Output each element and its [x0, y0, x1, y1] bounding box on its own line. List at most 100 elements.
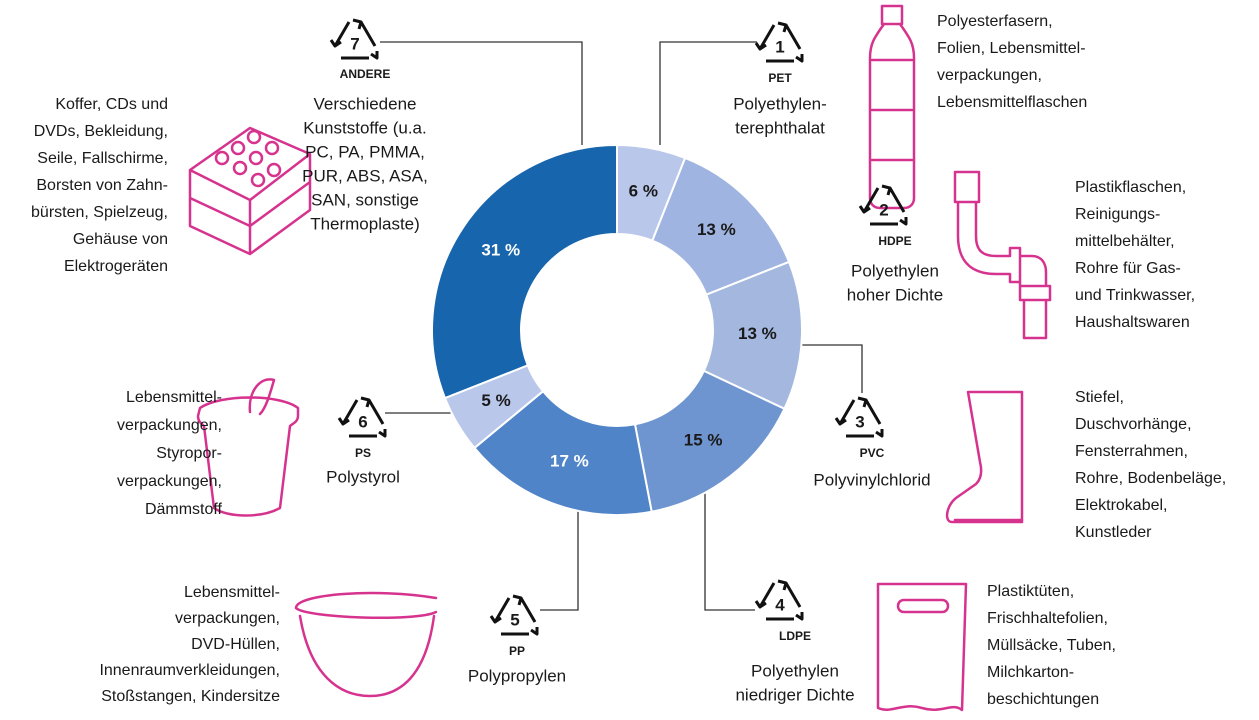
use-text: und Trinkwasser,: [1075, 287, 1195, 304]
value-label: 15 %: [684, 431, 723, 450]
plastic-name: Polyethylen-: [733, 94, 827, 113]
use-text: Duschvorhänge,: [1075, 416, 1192, 433]
abbreviation: LDPE: [779, 629, 811, 643]
use-text: Rohre, Bodenbeläge,: [1075, 470, 1226, 487]
recycling-code: 5: [510, 610, 519, 629]
icons: [188, 4, 1052, 712]
recycling-symbol: [858, 184, 908, 226]
abbreviation: PVC: [860, 446, 885, 460]
value-label: 13 %: [738, 324, 777, 343]
use-text: Fensterrahmen,: [1075, 443, 1188, 460]
recycling-code: 7: [350, 34, 359, 53]
cup-icon: [196, 378, 300, 517]
plastic-name: terephthalat: [735, 118, 825, 137]
brick-studs: [214, 129, 282, 188]
use-text: Plastiktüten,: [987, 583, 1074, 600]
use-text: Milchkarton-: [987, 664, 1074, 681]
recycling-symbol: [834, 396, 884, 438]
value-label: 5 %: [481, 391, 510, 410]
use-text: Elektrokabel,: [1075, 497, 1168, 514]
recycling-code: 1: [775, 37, 784, 56]
plastic-name: Polypropylen: [468, 666, 566, 685]
use-text: beschichtungen: [987, 691, 1099, 708]
use-text: verpackungen,: [117, 473, 222, 490]
plastic-type: 1 PET Polyethylen-terephthalat Polyesterfas…: [659, 13, 1087, 145]
use-text: Lebensmittel-: [126, 389, 222, 406]
recycling-symbol: [329, 18, 379, 60]
value-label: 6 %: [629, 181, 658, 200]
plastic-name: SAN, sonstige: [311, 190, 419, 209]
plastic-name: Polyethylen: [751, 661, 839, 680]
brick-icon: [188, 126, 312, 256]
bag-icon: [876, 582, 968, 712]
use-text: Kunstleder: [1075, 524, 1152, 541]
use-text: verpackungen,: [175, 610, 280, 627]
bottle-icon: [868, 4, 916, 210]
value-label: 31 %: [481, 241, 520, 260]
plastic-name: Thermoplaste): [310, 214, 420, 233]
use-text: Reinigungs-: [1075, 206, 1160, 223]
use-text: Innenraumverkleidungen,: [99, 662, 280, 679]
use-text: Stiefel,: [1075, 389, 1124, 406]
plastic-type: 7 ANDERE Verschiedene Kunststoffe (u.a. PC, …: [31, 18, 583, 275]
leader-line: [380, 41, 583, 145]
recycling-symbol: [489, 594, 539, 636]
leader-line: [659, 41, 757, 145]
use-text: Seile, Fallschirme,: [37, 150, 168, 167]
plastic-name: PC, PA, PMMA,: [305, 142, 425, 161]
use-text: Müllsäcke, Tuben,: [987, 637, 1116, 654]
recycling-code: 2: [879, 200, 888, 219]
plastic-name: Verschiedene: [313, 94, 416, 113]
recycling-code: 4: [775, 595, 785, 614]
use-text: Gehäuse von: [73, 231, 168, 248]
use-text: bürsten, Spielzeug,: [31, 204, 168, 221]
use-text: Borsten von Zahn-: [36, 177, 168, 194]
abbreviation: HDPE: [878, 234, 911, 248]
use-text: Rohre für Gas-: [1075, 260, 1181, 277]
abbreviation: PET: [768, 71, 792, 85]
leader-line: [800, 344, 863, 393]
use-text: Dämmstoff: [145, 501, 223, 518]
recycling-symbol: [754, 579, 804, 621]
use-text: DVDs, Bekleidung,: [34, 123, 168, 140]
donut-segment: [431, 143, 618, 400]
use-text: verpackungen,: [117, 417, 222, 434]
use-text: Plastikflaschen,: [1075, 179, 1186, 196]
plastic-type: 6 PS Polystyrol Lebensmittel-verpackungen, S…: [117, 389, 452, 518]
use-text: Styropor-: [156, 445, 222, 462]
use-text: Stoßstangen, Kindersitze: [101, 688, 280, 705]
use-text: Lebensmittelflaschen: [937, 94, 1087, 111]
use-text: Polyesterfasern,: [937, 13, 1053, 30]
abbreviation: ANDERE: [340, 67, 391, 81]
plastic-name: hoher Dichte: [847, 285, 943, 304]
use-text: DVD-Hüllen,: [191, 636, 280, 653]
use-text: Koffer, CDs und: [55, 96, 168, 113]
value-label: 13 %: [697, 220, 736, 239]
plastic-name: Kunststoffe (u.a.: [303, 118, 426, 137]
plastic-type: 2 HDPE Polyethylen hoher Dichte Plastikflasc…: [847, 179, 1195, 331]
use-text: verpackungen,: [937, 67, 1042, 84]
use-text: mittelbehälter,: [1075, 233, 1175, 250]
use-text: Frischhaltefolien,: [987, 610, 1108, 627]
recycling-symbol: [337, 396, 387, 438]
recycling-code: 6: [358, 412, 367, 431]
plastic-type: 4 LDPE Polyethylen niedriger Dichte Plastikt…: [704, 490, 1116, 708]
plastic-name: Polystyrol: [326, 467, 400, 486]
plastic-type: 3 PVC Polyvinylchlorid Stiefel, Duschvorhäng…: [800, 344, 1226, 541]
donut-segment: [473, 389, 653, 516]
plastic-type: 5 PP Polypropylen Lebensmittel-verpackungen…: [99, 508, 579, 705]
use-text: Folien, Lebensmittel-: [937, 40, 1086, 57]
pipe-icon: [953, 170, 1052, 340]
plastic-name: PUR, ABS, ASA,: [302, 166, 428, 185]
leader-line: [540, 508, 579, 611]
use-text: Lebensmittel-: [184, 584, 280, 601]
boot-icon: [945, 390, 1024, 524]
value-label: 17 %: [550, 452, 589, 471]
leader-line: [704, 490, 755, 611]
plastic-name: Polyvinylchlorid: [813, 470, 930, 489]
abbreviation: PP: [509, 644, 525, 658]
recycling-symbol: [754, 21, 804, 63]
plastic-name: niedriger Dichte: [735, 685, 854, 704]
use-text: Haushaltswaren: [1075, 314, 1190, 331]
